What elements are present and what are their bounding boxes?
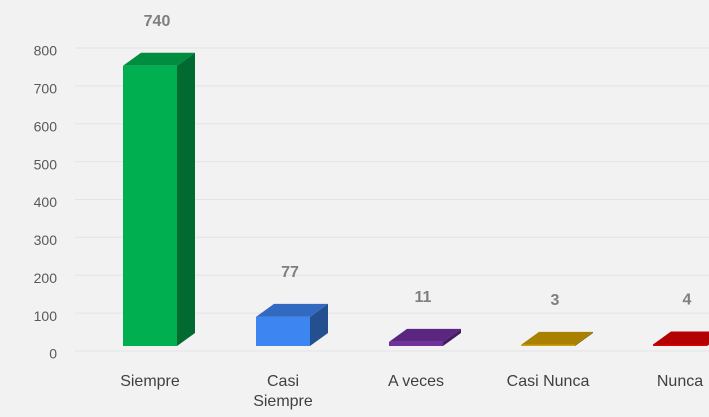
x-tick-label: A veces	[387, 373, 445, 390]
bar-side	[310, 303, 328, 346]
data-label: 3	[551, 292, 560, 309]
bar-top	[653, 331, 709, 345]
bar-side	[443, 328, 461, 346]
y-tick-label: 400	[34, 194, 58, 210]
data-label: 77	[281, 264, 299, 281]
x-tick-wrap: A veces	[387, 373, 445, 390]
data-label: 4	[683, 292, 692, 309]
x-tick-label: Siempre	[120, 373, 180, 390]
data-label: 11	[415, 289, 432, 306]
y-tick-label: 200	[34, 270, 58, 286]
x-tick-wrap: Siempre	[120, 373, 180, 390]
x-tick-wrap: Casi Siempre	[253, 373, 313, 410]
bar-top	[521, 331, 593, 345]
y-tick-label: 700	[34, 81, 58, 97]
bar-side	[575, 331, 593, 346]
bar	[389, 328, 461, 346]
bar-front	[256, 316, 310, 346]
data-label: 740	[144, 13, 171, 30]
bar-top	[123, 52, 195, 66]
bar-top	[256, 303, 328, 317]
bar-front	[389, 341, 443, 346]
y-tick-label: 600	[34, 118, 58, 134]
y-tick-label: 500	[34, 156, 58, 172]
x-tick-label: Casi Siempre	[253, 373, 313, 410]
x-tick-wrap: Casi Nunca	[506, 373, 590, 390]
y-tick-label: 100	[34, 308, 58, 324]
bar-front	[123, 65, 177, 346]
bar	[521, 331, 593, 346]
x-tick-label: Nunca	[656, 373, 704, 390]
y-tick-label: 0	[49, 346, 57, 362]
y-tick-label: 800	[34, 43, 58, 59]
x-tick-wrap: Nunca	[656, 373, 704, 390]
bar-top	[389, 328, 461, 342]
bar	[256, 303, 328, 346]
x-tick-label: Casi Nunca	[506, 373, 590, 390]
bar-front	[653, 344, 707, 346]
bar	[123, 52, 195, 346]
bar-front	[521, 344, 575, 346]
bar-side	[177, 52, 195, 346]
y-tick-label: 300	[34, 232, 58, 248]
